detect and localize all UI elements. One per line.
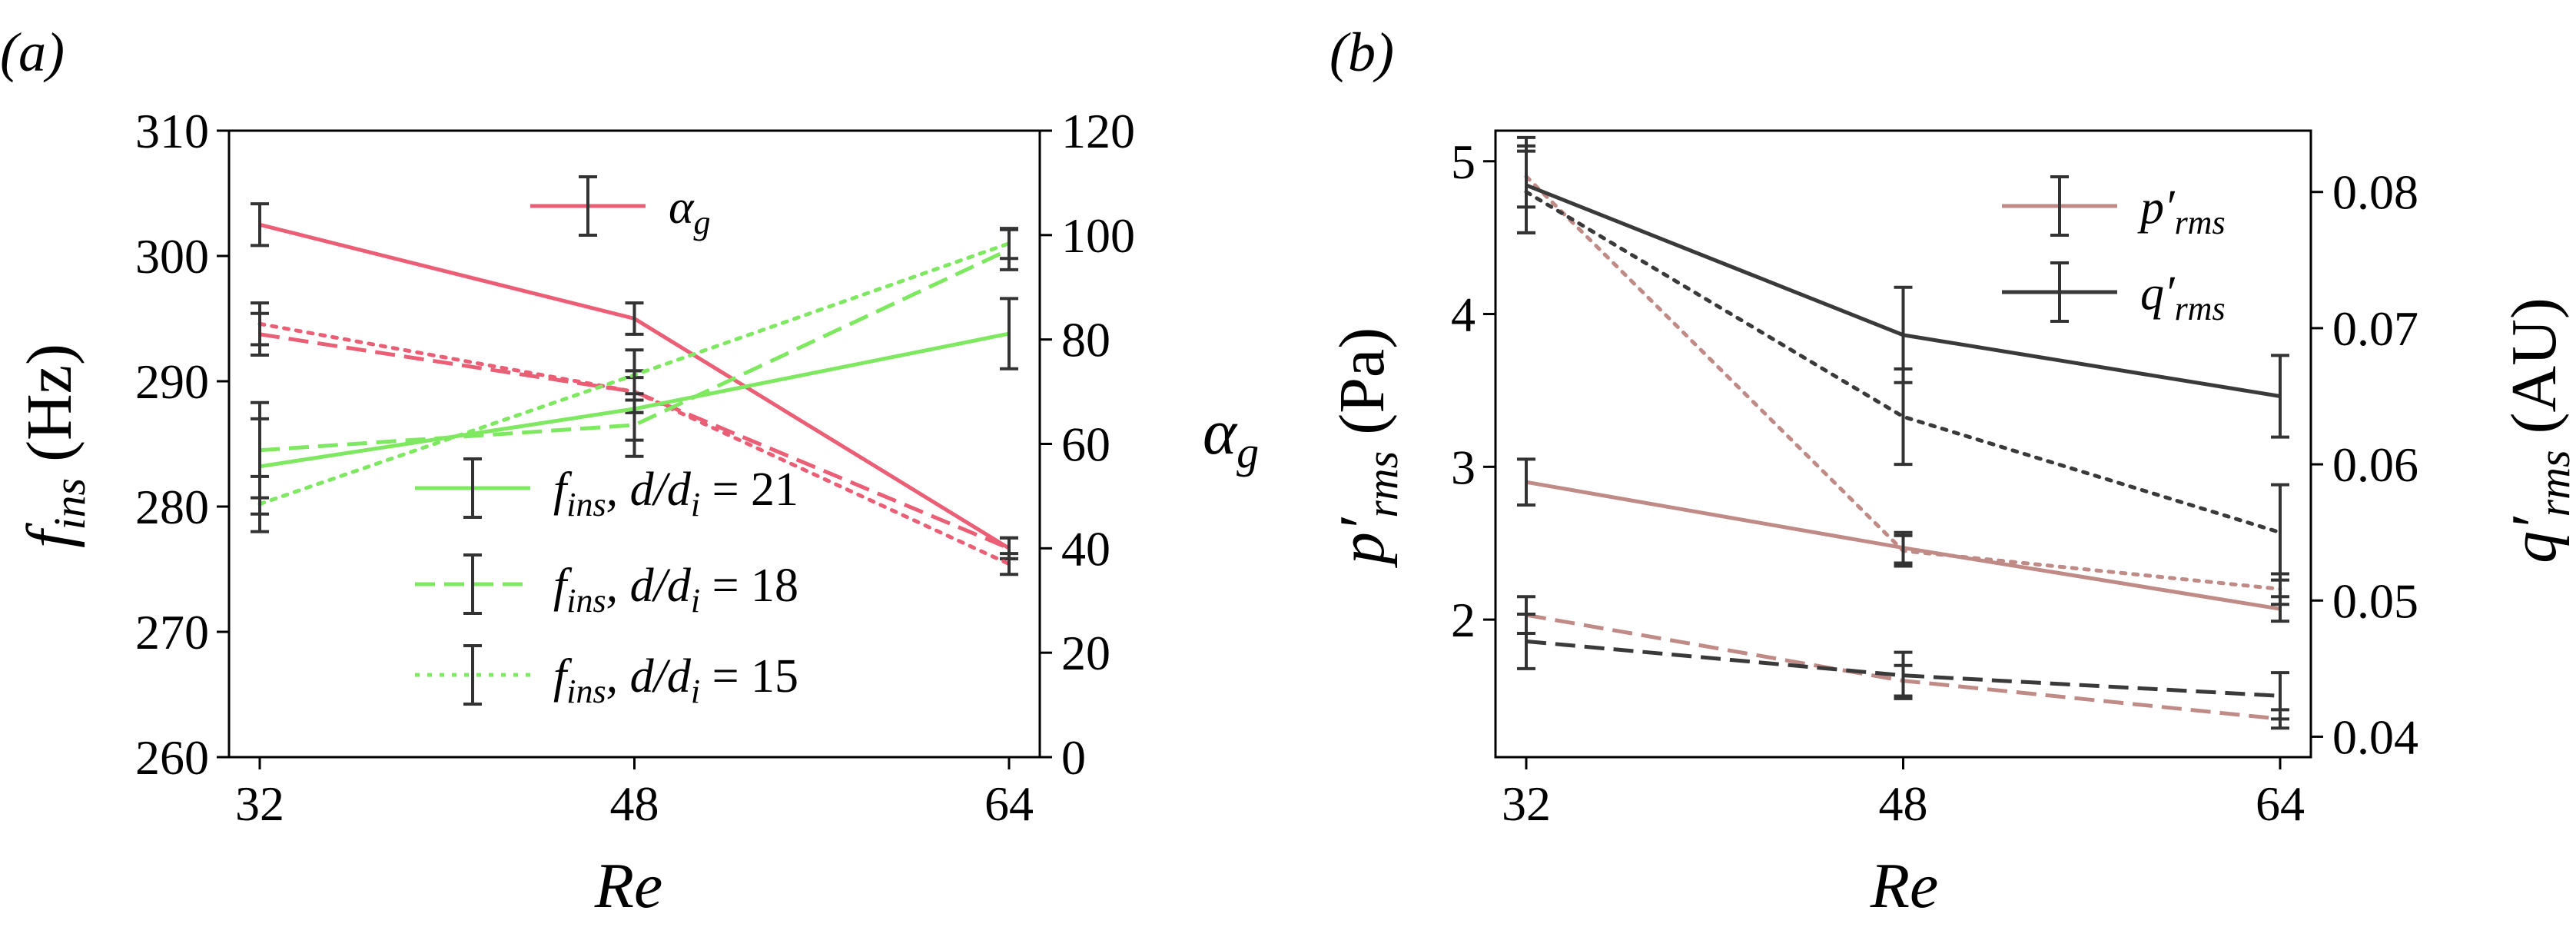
error-bar-a-2-0 (251, 301, 269, 347)
xlabel-b: Re (1870, 850, 1939, 922)
x-tick-label-b-0: 32 (1502, 776, 1551, 831)
legend-label-b-0: p′rms (2137, 181, 2226, 241)
ylabel-right-b-sub: rms (2529, 450, 2576, 517)
y-right-tick-label-a-4: 80 (1061, 313, 1110, 367)
x-tick-label-a-2: 64 (984, 776, 1034, 831)
y-left-tick-label-a-5: 310 (135, 104, 209, 158)
series-line-a-1 (259, 332, 1010, 550)
y-left-tick-label-a-1: 270 (135, 605, 209, 660)
plot-b: 32 48 64 2 3 4 5 0.04 0.05 0.06 0.07 0.08 p′rms q′rms (1451, 135, 2418, 831)
ylabel-right-a: αg (1203, 397, 1259, 477)
series-line-a-4 (259, 248, 1011, 453)
y-right-tick-label-b-4: 0.08 (2332, 165, 2418, 220)
ylabel-right-a-sub: g (1237, 427, 1259, 477)
legend-entry-b-1: q′rms (2002, 261, 2226, 327)
x-tick-label-a-0: 32 (235, 776, 284, 831)
y-left-tick-label-a-3: 290 (135, 354, 209, 409)
x-tick-label-b-2: 64 (2256, 776, 2305, 831)
y-right-tick-label-a-5: 100 (1061, 208, 1135, 263)
legend-label-a-1: fins, d/di = 21 (553, 464, 798, 523)
panel-label-b: (b) (1329, 22, 1394, 83)
error-bar-b-5-2 (2271, 483, 2289, 582)
y-right-tick-label-b-2: 0.06 (2332, 437, 2418, 492)
error-bar-b-2-1 (1894, 533, 1913, 568)
ylabel-right-b-unit: (AU) (2498, 297, 2570, 450)
y-left-tick-label-b-1: 3 (1451, 440, 1476, 494)
error-bar-b-0-0 (1517, 457, 1535, 507)
y-right-tick-label-b-3: 0.07 (2332, 301, 2418, 356)
ylabel-right-b-main: q′ (2498, 516, 2570, 563)
ylabel-left-b-main: p′ (1326, 517, 1398, 568)
error-bar-b-3-2 (2271, 354, 2289, 439)
ylabel-left-b: p′rms (Pa) (1326, 327, 1407, 568)
y-right-tick-label-b-0: 0.04 (2332, 709, 2418, 764)
error-bar-a-0-0 (251, 202, 269, 248)
error-bar-b-5-0 (1517, 149, 1535, 234)
legend-label-a-0: αg (669, 181, 711, 241)
ylabel-right-b: q′rms (AU) (2498, 297, 2576, 563)
error-bar-b-5-1 (1894, 367, 1913, 467)
x-tick-label-b-1: 48 (1879, 776, 1928, 831)
error-bar-a-5-2 (1000, 227, 1018, 261)
y-left-tick-label-b-2: 4 (1451, 287, 1476, 342)
error-bar-b-4-0 (1517, 612, 1535, 670)
legend-entry-a-2: fins, d/di = 18 (415, 553, 798, 620)
ylabel-left-a: fins (Hz) (14, 344, 95, 548)
legend-label-a-2: fins, d/di = 18 (553, 560, 798, 620)
ylabel-left-a-unit: (Hz) (14, 344, 85, 478)
ylabel-right-a-main: α (1203, 397, 1238, 468)
legend-entry-b-0: p′rms (2002, 175, 2226, 241)
legend-label-a-3: fins, d/di = 15 (553, 650, 798, 710)
error-bar-a-5-1 (625, 348, 644, 402)
y-right-tick-label-a-3: 60 (1061, 417, 1110, 472)
y-left-tick-label-b-3: 5 (1451, 135, 1476, 189)
legend-entry-a-3: fins, d/di = 15 (415, 644, 798, 710)
legend-label-b-1: q′rms (2140, 267, 2226, 327)
error-bar-a-0-1 (625, 301, 644, 336)
plot-a: 32 48 64 260 270 280 290 300 310 0 20 40 60 80 100 120 α… (135, 104, 1135, 831)
y-left-tick-label-a-0: 260 (135, 730, 209, 785)
ylabel-left-b-unit: (Pa) (1326, 327, 1398, 451)
series-line-b-4 (1525, 639, 2281, 698)
error-bar-a-5-0 (251, 474, 269, 533)
error-bar-b-4-1 (1894, 650, 1913, 700)
xlabel-a: Re (594, 850, 663, 922)
legend-entry-a-1: fins, d/di = 21 (415, 457, 798, 523)
y-right-tick-label-a-1: 20 (1061, 626, 1110, 680)
error-bar-b-4-2 (2271, 671, 2289, 721)
y-right-tick-label-a-6: 120 (1061, 104, 1135, 158)
svg-text:fins (Hz): fins (Hz) (14, 344, 95, 548)
y-right-tick-label-a-0: 0 (1061, 730, 1086, 785)
y-left-tick-label-b-0: 2 (1451, 593, 1476, 647)
svg-text:p′rms (Pa): p′rms (Pa) (1326, 327, 1407, 568)
y-left-tick-label-a-4: 300 (135, 229, 209, 284)
error-bar-a-3-2 (1000, 297, 1018, 370)
error-bar-a-2-2 (1000, 552, 1018, 576)
x-tick-label-a-1: 48 (610, 776, 659, 831)
ylabel-left-b-sub: rms (1357, 451, 1407, 518)
y-left-tick-label-a-2: 280 (135, 480, 209, 534)
y-right-tick-label-a-2: 40 (1061, 521, 1110, 576)
series-line-b-5 (1524, 190, 2282, 535)
panel-label-a: (a) (0, 22, 65, 83)
y-right-tick-label-b-1: 0.05 (2332, 573, 2418, 628)
svg-text:q′rms (AU): q′rms (AU) (2498, 297, 2576, 563)
ylabel-left-a-sub: ins (45, 478, 95, 530)
legend-entry-a-0: αg (530, 175, 711, 241)
